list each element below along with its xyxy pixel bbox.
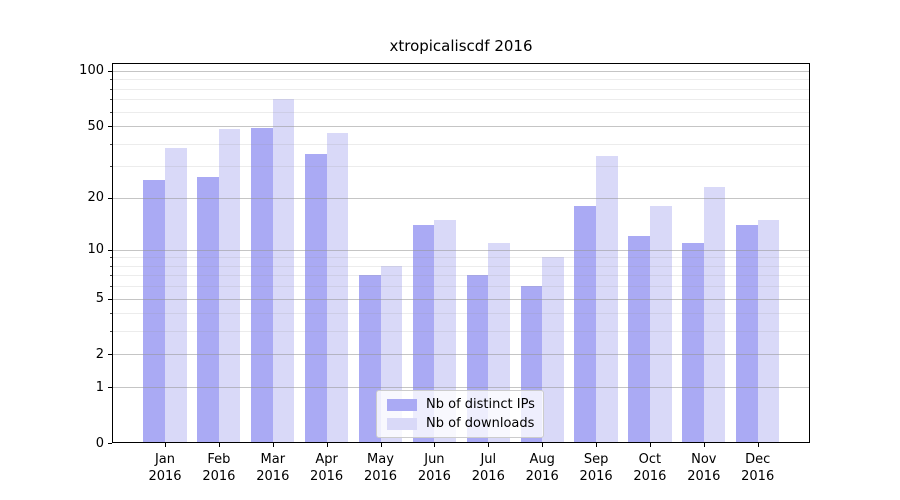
bar-downloads-jan: [165, 147, 187, 443]
legend-item-downloads: Nb of downloads: [377, 416, 543, 431]
y-tick-label: 10: [87, 242, 104, 258]
bar-distinct-ips-nov: [682, 242, 704, 443]
x-tick: [757, 443, 759, 447]
y-minor-tick: [110, 111, 112, 113]
gridline-major: [112, 354, 810, 356]
x-tick-label: May 2016: [363, 452, 398, 484]
bar-distinct-ips-mar: [251, 127, 273, 443]
y-tick: [108, 443, 112, 444]
gridline-major: [112, 126, 810, 127]
y-tick: [108, 249, 112, 251]
y-minor-tick: [110, 79, 112, 81]
x-tick-label: Feb 2016: [202, 452, 236, 484]
bar-distinct-ips-oct: [628, 236, 650, 443]
x-tick: [218, 443, 220, 447]
legend-label-downloads: Nb of downloads: [426, 416, 535, 431]
bar-distinct-ips-jun: [412, 224, 435, 443]
x-tick: [272, 443, 274, 447]
legend-item-distinct-ips: Nb of distinct IPs: [377, 397, 543, 412]
gridline-major: [112, 298, 810, 300]
y-minor-tick: [110, 166, 112, 168]
chart-title: xtropicaliscdf 2016: [389, 37, 533, 55]
bar-distinct-ips-feb: [197, 177, 219, 443]
gridline-minor: [112, 79, 810, 81]
legend-swatch-downloads: [387, 417, 417, 430]
gridline-minor: [112, 143, 810, 145]
y-tick: [108, 298, 112, 300]
x-tick-label: Oct 2016: [633, 452, 667, 484]
plot-area: Nb of distinct IPs Nb of downloads 0 1 2 5 1…: [79, 63, 810, 484]
y-minor-tick: [110, 313, 112, 315]
gridline-minor: [112, 313, 810, 315]
y-minor-tick: [110, 143, 112, 145]
y-minor-tick: [110, 88, 112, 90]
gridline-minor: [112, 99, 810, 101]
y-tick-label: 50: [87, 118, 104, 134]
gridline-minor: [112, 166, 810, 168]
y-minor-tick: [110, 257, 112, 259]
x-tick-label: Mar 2016: [256, 452, 290, 484]
y-minor-tick: [110, 286, 112, 288]
x-tick: [596, 443, 598, 447]
gridline-minor: [112, 275, 810, 277]
x-tick-label: Dec 2016: [741, 452, 775, 484]
bar-downloads-aug: [542, 257, 564, 443]
x-tick-label: Aug 2016: [525, 452, 559, 484]
y-tick-label: 1: [95, 379, 104, 395]
gridline-minor: [112, 88, 810, 90]
x-tick: [434, 443, 436, 447]
bar-downloads-feb: [218, 129, 241, 443]
gridline-major: [112, 70, 810, 72]
x-tick: [649, 443, 651, 447]
y-minor-tick: [110, 99, 112, 101]
bar-downloads-apr: [326, 132, 349, 443]
gridline-minor: [112, 111, 810, 113]
bar-downloads-sep: [596, 156, 618, 443]
x-tick-label: Nov 2016: [687, 452, 721, 484]
bar-downloads-nov: [703, 186, 726, 443]
x-tick: [326, 443, 328, 447]
bar-downloads-oct: [649, 205, 672, 443]
y-minor-tick: [110, 275, 112, 277]
y-tick: [108, 126, 112, 127]
y-tick: [108, 197, 112, 199]
y-tick-label: 100: [79, 63, 104, 79]
y-tick-label: 20: [87, 190, 104, 205]
y-tick-label: 2: [95, 346, 104, 362]
bar-distinct-ips-sep: [574, 205, 597, 443]
y-tick: [108, 354, 112, 356]
y-tick: [108, 387, 112, 389]
x-tick-label: Apr 2016: [310, 452, 344, 484]
gridline-minor: [112, 286, 810, 288]
gridline-minor: [112, 257, 810, 259]
legend-swatch-distinct-ips: [387, 398, 417, 411]
x-tick-label: Jul 2016: [471, 452, 505, 484]
bar-downloads-mar: [272, 99, 295, 443]
bar-distinct-ips-may: [358, 275, 381, 443]
x-tick: [488, 443, 490, 447]
x-tick: [703, 443, 705, 447]
bar-distinct-ips-jan: [143, 180, 165, 443]
x-tick: [165, 443, 166, 447]
legend: Nb of distinct IPs Nb of downloads: [376, 390, 544, 438]
gridline-minor: [112, 331, 810, 333]
legend-label-distinct-ips: Nb of distinct IPs: [426, 397, 535, 412]
x-tick-label: Jun 2016: [417, 452, 451, 484]
gridline-major: [112, 387, 810, 389]
y-minor-tick: [110, 331, 112, 333]
bar-distinct-ips-dec: [736, 224, 758, 443]
x-tick-label: Jan 2016: [148, 452, 182, 484]
x-tick: [380, 443, 382, 447]
y-tick-label: 0: [95, 435, 104, 451]
y-minor-tick: [110, 265, 112, 267]
x-tick-label: Sep 2016: [579, 452, 613, 484]
gridline-major: [112, 197, 810, 199]
x-tick: [542, 443, 544, 447]
gridline-major: [112, 249, 810, 251]
y-tick-label: 5: [95, 291, 104, 306]
y-tick: [108, 70, 112, 72]
gridline-minor: [112, 265, 810, 267]
